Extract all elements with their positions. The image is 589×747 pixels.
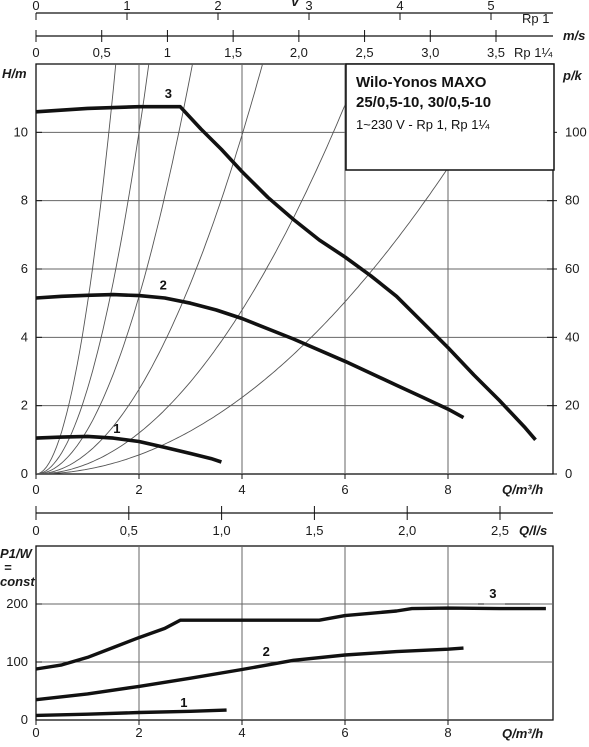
power-y-tick-label: 200: [6, 596, 28, 611]
power-curve-label-3: 3: [489, 586, 496, 601]
power-curve-label-2: 2: [263, 644, 270, 659]
q-ls-axis-label: Q/l/s: [519, 523, 547, 538]
y2-axis-label: p/k: [562, 68, 583, 83]
power-y-axis-label-part: =: [4, 560, 12, 575]
v-unit-label: m/s: [563, 28, 585, 43]
power-y-axis-label-part: P1/W: [0, 546, 34, 561]
v-rp114-tick-label: 2,0: [290, 45, 308, 60]
info-voltage: 1~230 V - Rp 1, Rp 1¼: [356, 117, 489, 132]
flow-ls-scale: 0 0,5 1,0 1,5 2,0 2,5 Q/l/s: [32, 506, 553, 538]
q-ls-tick-label: 0,5: [120, 523, 138, 538]
v-rp114-tick-label: 1,5: [224, 45, 242, 60]
power-curve-2: [35, 646, 464, 702]
x-tick-label: 8: [444, 482, 451, 497]
y-tick-label: 2: [21, 398, 28, 413]
rp1-suffix: Rp 1: [522, 11, 549, 26]
power-y-tick-label: 0: [21, 712, 28, 727]
v-rp114-tick-label: 0,5: [93, 45, 111, 60]
pump-curve-label-2: 2: [160, 278, 167, 293]
x-tick-label: 6: [341, 482, 348, 497]
power-x-tick-label: 6: [341, 725, 348, 740]
v-rp114-tick-label: 2,5: [356, 45, 374, 60]
power-x-tick-label: 0: [32, 725, 39, 740]
info-box-frame: [345, 63, 555, 171]
power-curve-3: [35, 606, 546, 671]
x-tick-label: 4: [238, 482, 245, 497]
y-tick-label: 8: [21, 193, 28, 208]
x-tick-label: 2: [135, 482, 142, 497]
pump-curve-label-1: 1: [113, 421, 120, 436]
power-y-tick-label: 100: [6, 654, 28, 669]
pump-curve-label-3: 3: [165, 86, 172, 101]
v-rp1-tick-label: 4: [396, 0, 403, 13]
info-title: Wilo-Yonos MAXO: [356, 74, 487, 91]
y-tick-label: 4: [21, 329, 28, 344]
system-curve: [36, 64, 193, 474]
power-x-tick-label: 8: [444, 725, 451, 740]
y-axis-label: H/m: [2, 66, 27, 81]
v-rp1-tick-label: 3: [305, 0, 312, 13]
power-x-tick-label: 4: [238, 725, 245, 740]
power-y-axis-label-part: const: [0, 574, 35, 589]
v-rp114-tick-label: 3,5: [487, 45, 505, 60]
v-rp1-tick-label: 2: [214, 0, 221, 13]
rp114-suffix: Rp 1¼: [514, 45, 552, 60]
power-x-axis-label: Q/m³/h: [502, 726, 543, 741]
velocity-scales: 0 1 2 3 4 5 v Rp 1 m/s 0 0,5 1 1,5 2,0 2,5 3,0 3,5 Rp 1¼: [32, 0, 585, 60]
system-curve: [36, 64, 150, 474]
y-tick-label: 10: [14, 124, 28, 139]
q-ls-tick-label: 1,0: [213, 523, 231, 538]
pump-curve-3: [35, 104, 537, 441]
info-model: 25/0,5-10, 30/0,5-10: [356, 94, 491, 111]
q-ls-tick-label: 1,5: [305, 523, 323, 538]
pump-curve-2: [35, 292, 465, 420]
x-axis-label: Q/m³/h: [502, 482, 543, 497]
v-rp1-tick-label: 0: [32, 0, 39, 13]
y2-tick-label: 0: [565, 466, 572, 481]
y2-tick-label: 40: [565, 329, 579, 344]
q-ls-tick-label: 0: [32, 523, 39, 538]
v-rp114-tick-label: 1: [164, 45, 171, 60]
v-rp1-tick-label: 1: [123, 0, 130, 13]
y2-tick-label: 100: [565, 124, 587, 139]
power-curve-label-1: 1: [180, 695, 187, 710]
power-plot-frame: [35, 545, 554, 721]
power-curve-1: [35, 708, 227, 718]
system-curve: [36, 64, 264, 474]
pump-info-box: Wilo-Yonos MAXO 25/0,5-10, 30/0,5-10 1~2…: [345, 63, 555, 171]
y2-tick-label: 20: [565, 398, 579, 413]
y2-tick-label: 60: [565, 261, 579, 276]
v-rp114-tick-label: 3,0: [421, 45, 439, 60]
q-ls-tick-label: 2,0: [398, 523, 416, 538]
power-flow-chart: 0 100 200 0 2 4 6 8 P1/W = const Q/m³/h 1 2 3: [0, 545, 554, 741]
y-tick-label: 6: [21, 261, 28, 276]
x-tick-label: 0: [32, 482, 39, 497]
y-tick-label: 0: [21, 466, 28, 481]
power-x-tick-label: 2: [135, 725, 142, 740]
power-y-axis-label: P1/W = const: [0, 546, 35, 589]
y2-tick-label: 80: [565, 193, 579, 208]
v-axis-label: v: [291, 0, 299, 9]
pump-curve-1: [35, 434, 222, 464]
v-rp114-tick-label: 0: [32, 45, 39, 60]
q-ls-tick-label: 2,5: [491, 523, 509, 538]
v-rp1-tick-label: 5: [487, 0, 494, 13]
